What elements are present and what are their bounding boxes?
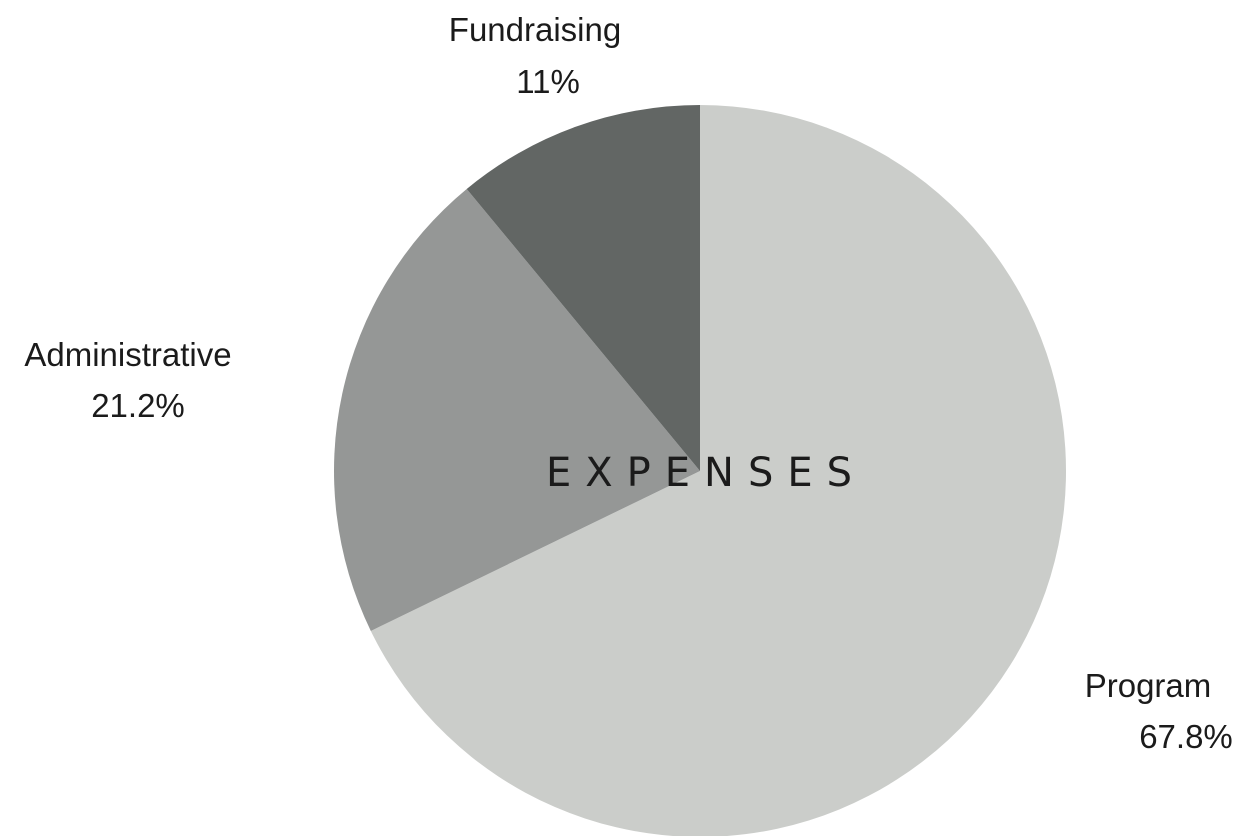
slice-label-value: 67.8% (1139, 718, 1233, 755)
slice-label-program: Program 67.8% (1085, 667, 1233, 755)
pie-slices (334, 105, 1066, 836)
slice-label-name: Program (1085, 667, 1212, 704)
slice-label-value: 11% (516, 63, 580, 100)
slice-label-value: 21.2% (91, 387, 185, 424)
pie-slice-administrative (334, 188, 700, 631)
slice-label-name: Administrative (24, 336, 231, 373)
chart-title: EXPENSES (546, 450, 866, 496)
slice-label-name: Fundraising (449, 11, 621, 48)
slice-label-administrative: Administrative 21.2% (24, 336, 231, 424)
slice-label-fundraising: Fundraising 11% (449, 11, 621, 100)
pie-slice-fundraising (466, 105, 700, 471)
pie-slice-program (370, 105, 1066, 836)
